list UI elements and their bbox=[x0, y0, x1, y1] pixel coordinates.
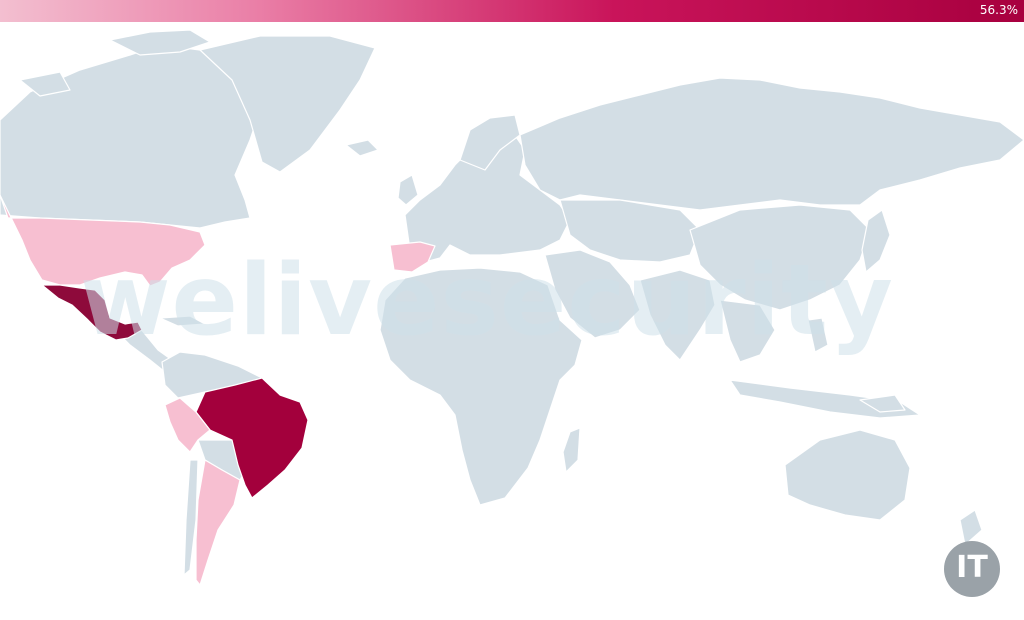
region-greenland bbox=[199, 35, 376, 173]
region-india bbox=[639, 269, 716, 361]
color-scale-bar: 56.3% bbox=[0, 0, 1024, 22]
region-iceland bbox=[345, 139, 379, 157]
country-peru bbox=[164, 397, 211, 453]
region-canada bbox=[0, 44, 261, 229]
land-layer bbox=[0, 29, 1024, 576]
region-japan bbox=[861, 209, 891, 273]
region-australia bbox=[784, 429, 911, 521]
region-central-asia bbox=[559, 199, 701, 263]
region-middle-east bbox=[544, 249, 641, 339]
country-spain bbox=[389, 241, 436, 273]
region-scandinavia bbox=[459, 114, 521, 171]
region-russia bbox=[519, 77, 1024, 211]
region-madagascar bbox=[562, 427, 581, 473]
highlight-layer bbox=[0, 194, 436, 586]
scale-max-label: 56.3% bbox=[979, 3, 1018, 17]
region-chile bbox=[183, 459, 199, 576]
region-uk bbox=[397, 174, 419, 206]
country-united-states bbox=[0, 194, 206, 287]
region-philippines bbox=[807, 317, 829, 353]
it-logo-icon: IT bbox=[944, 541, 1000, 597]
region-indonesia bbox=[729, 379, 921, 419]
region-papua bbox=[859, 394, 906, 413]
region-china bbox=[689, 204, 871, 311]
country-brazil bbox=[195, 377, 309, 499]
region-arctic-islands-2 bbox=[19, 71, 71, 97]
region-southeast-asia bbox=[719, 299, 776, 363]
world-map-svg bbox=[0, 29, 1024, 586]
country-mexico bbox=[41, 284, 143, 341]
watermark-text: welivesecurity bbox=[80, 244, 894, 358]
logo-label: IT bbox=[956, 550, 988, 585]
region-arctic-islands bbox=[109, 29, 211, 56]
world-map bbox=[0, 22, 1024, 620]
country-argentina bbox=[195, 459, 241, 586]
region-new-zealand bbox=[959, 509, 983, 546]
region-cuba bbox=[159, 315, 206, 327]
region-africa bbox=[379, 267, 583, 506]
